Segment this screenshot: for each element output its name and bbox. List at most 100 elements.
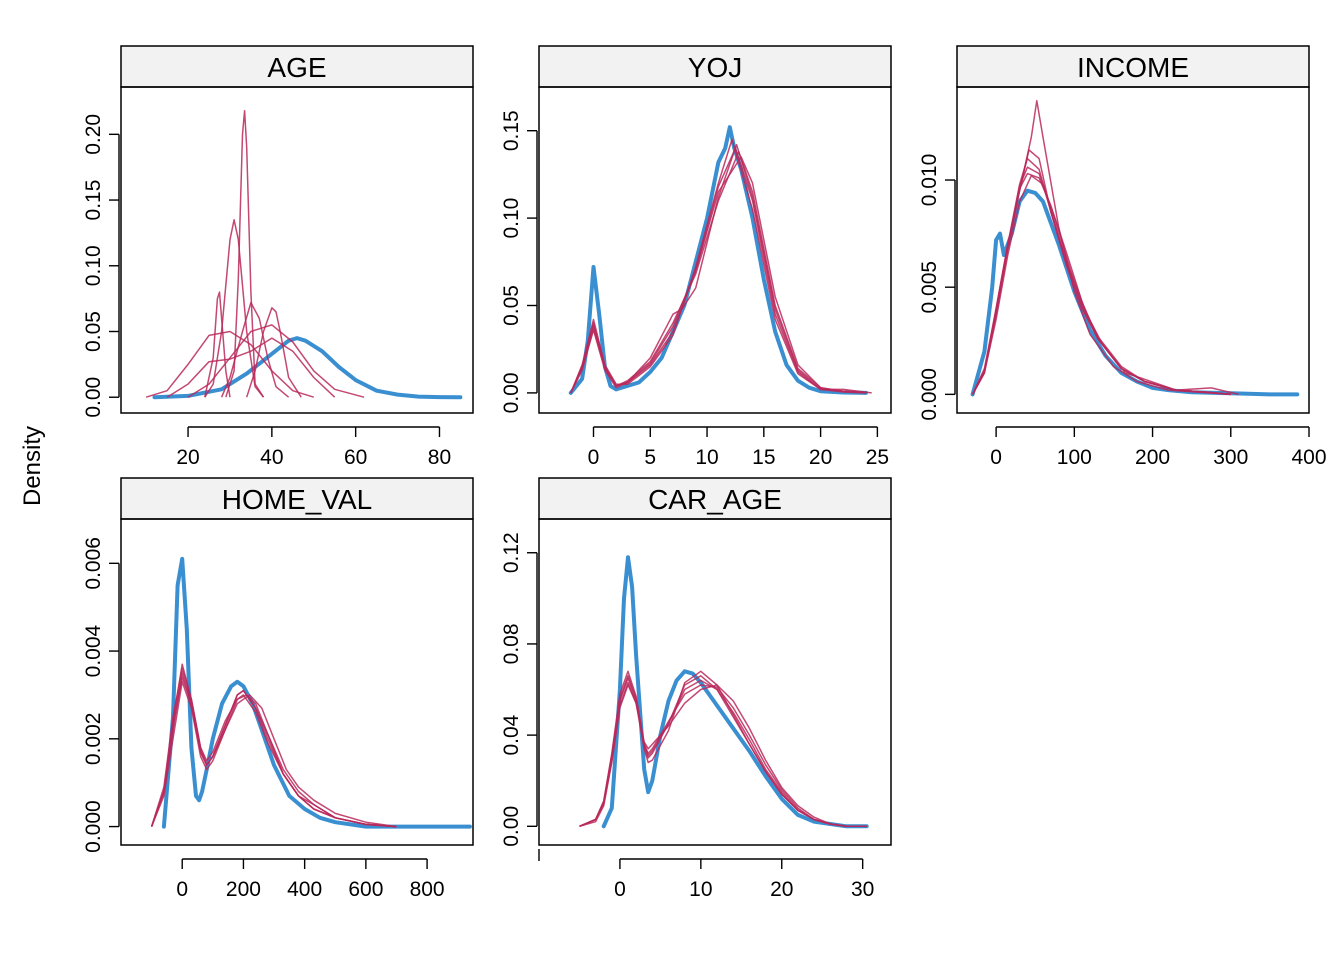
y-axis: 0.000 0.005 0.010 bbox=[918, 154, 956, 421]
y-axis: 0.00 0.04 0.08 0.12 bbox=[500, 532, 538, 847]
curves bbox=[145, 109, 463, 400]
imputed-density-line bbox=[150, 681, 397, 828]
x-tick-label: 10 bbox=[695, 446, 718, 469]
y-tick-label: 0.12 bbox=[500, 532, 523, 573]
y-axis: 0.000 0.002 0.004 0.006 bbox=[82, 537, 120, 853]
panel-frame bbox=[956, 86, 1310, 414]
y-tick-label: 0.10 bbox=[500, 198, 523, 239]
y-tick-label: 0.000 bbox=[918, 368, 941, 421]
y-tick-label: 0.10 bbox=[82, 245, 105, 286]
imputed-density-line bbox=[971, 172, 1231, 396]
y-tick-label: 0.20 bbox=[82, 114, 105, 155]
imputed-density-line bbox=[204, 291, 231, 398]
imputed-density-line bbox=[570, 143, 872, 394]
imputed-density-line bbox=[971, 149, 1231, 396]
panel-title: CAR_AGE bbox=[648, 484, 782, 515]
x-tick-label: 0 bbox=[176, 878, 188, 901]
panel-strip bbox=[538, 477, 892, 520]
x-tick-label: 5 bbox=[644, 446, 656, 469]
x-axis: 0 5 10 15 20 25 bbox=[588, 426, 889, 469]
x-axis: 20 40 60 80 bbox=[176, 426, 451, 469]
x-tick-label: 15 bbox=[752, 446, 775, 469]
x-axis: 0 200 400 600 800 bbox=[176, 858, 445, 901]
imputed-density-line bbox=[225, 109, 265, 398]
panel-title: HOME_VAL bbox=[222, 484, 372, 515]
observed-density-line bbox=[161, 556, 472, 829]
y-tick-label: 0.15 bbox=[500, 110, 523, 151]
x-tick-label: 20 bbox=[809, 446, 832, 469]
imputed-density-line bbox=[579, 675, 867, 828]
y-tick-label: 0.010 bbox=[918, 154, 941, 207]
imputed-density-line bbox=[187, 324, 365, 398]
imputed-density-line bbox=[971, 99, 1231, 396]
y-tick-label: 0.000 bbox=[82, 800, 105, 853]
imputed-density-line bbox=[570, 156, 867, 394]
imputed-density-line bbox=[150, 667, 397, 828]
panel-frame bbox=[538, 86, 892, 414]
panel-title: AGE bbox=[267, 52, 326, 83]
imputed-density-line bbox=[150, 676, 397, 828]
panel-frame bbox=[120, 518, 474, 846]
x-tick-label: 25 bbox=[866, 446, 889, 469]
x-axis: 0 100 200 300 400 bbox=[990, 426, 1327, 469]
imputed-density-line bbox=[971, 174, 1239, 396]
panel-title: INCOME bbox=[1077, 52, 1189, 83]
y-tick-label: 0.15 bbox=[82, 180, 105, 221]
x-tick-label: 200 bbox=[1135, 446, 1170, 469]
imputed-density-line bbox=[220, 301, 290, 398]
imputed-density-line bbox=[204, 219, 265, 398]
x-tick-label: 20 bbox=[770, 878, 793, 901]
observed-density-line bbox=[568, 125, 868, 395]
x-tick-label: 80 bbox=[428, 446, 451, 469]
panel-strip bbox=[538, 45, 892, 88]
y-axis: 0.00 0.05 0.10 0.15 bbox=[500, 110, 538, 413]
x-tick-label: 40 bbox=[260, 446, 283, 469]
curves bbox=[579, 555, 869, 829]
imputed-density-line bbox=[971, 166, 1231, 396]
panel-yoj: YOJ 0 5 10 15 20 25 0.00 0.05 0.10 0.15 bbox=[500, 45, 892, 469]
x-tick-label: 400 bbox=[287, 878, 322, 901]
curves bbox=[970, 99, 1300, 397]
x-tick-label: 30 bbox=[851, 878, 874, 901]
imputed-density-line bbox=[579, 684, 867, 828]
x-tick-label: 10 bbox=[689, 878, 712, 901]
imputed-density-line bbox=[570, 138, 867, 394]
curves bbox=[568, 125, 872, 395]
curves bbox=[150, 556, 472, 829]
y-tick-label: 0.005 bbox=[918, 261, 941, 314]
panel-car-age: CAR_AGE 0 10 20 30 0.00 0.04 0.08 0.12 bbox=[500, 477, 892, 901]
panel-income: INCOME 0 100 200 300 400 0.000 0.005 0.010 bbox=[918, 45, 1327, 469]
x-axis: 0 10 20 30 bbox=[538, 849, 874, 901]
y-tick-label: 0.004 bbox=[82, 624, 105, 677]
x-tick-label: 300 bbox=[1213, 446, 1248, 469]
panels: AGE 20 40 60 80 0.00 0.05 0.10 0.15 0.20 YOJ 0 5 10 15… bbox=[82, 45, 1327, 901]
imputed-density-line bbox=[245, 307, 302, 398]
y-tick-label: 0.05 bbox=[82, 311, 105, 352]
imputed-density-line bbox=[166, 337, 336, 398]
x-tick-label: 0 bbox=[990, 446, 1002, 469]
observed-density-line bbox=[152, 336, 463, 400]
y-axis-label: Density bbox=[19, 426, 46, 506]
y-tick-label: 0.04 bbox=[500, 714, 523, 755]
x-tick-label: 100 bbox=[1057, 446, 1092, 469]
panel-strip bbox=[120, 45, 474, 88]
y-tick-label: 0.00 bbox=[500, 806, 523, 847]
panel-frame bbox=[120, 86, 474, 414]
y-tick-label: 0.002 bbox=[82, 713, 105, 766]
y-tick-label: 0.05 bbox=[500, 285, 523, 326]
y-tick-label: 0.00 bbox=[82, 377, 105, 418]
x-tick-label: 800 bbox=[410, 878, 445, 901]
x-tick-label: 600 bbox=[348, 878, 383, 901]
x-tick-label: 200 bbox=[226, 878, 261, 901]
x-tick-label: 400 bbox=[1291, 446, 1326, 469]
panel-age: AGE 20 40 60 80 0.00 0.05 0.10 0.15 0.20 bbox=[82, 45, 474, 469]
panel-title: YOJ bbox=[688, 52, 742, 83]
x-tick-label: 0 bbox=[614, 878, 626, 901]
observed-density-line bbox=[970, 188, 1300, 397]
panel-frame bbox=[538, 518, 892, 846]
x-tick-label: 0 bbox=[588, 446, 600, 469]
y-axis: 0.00 0.05 0.10 0.15 0.20 bbox=[82, 114, 120, 418]
y-tick-label: 0.00 bbox=[500, 372, 523, 413]
